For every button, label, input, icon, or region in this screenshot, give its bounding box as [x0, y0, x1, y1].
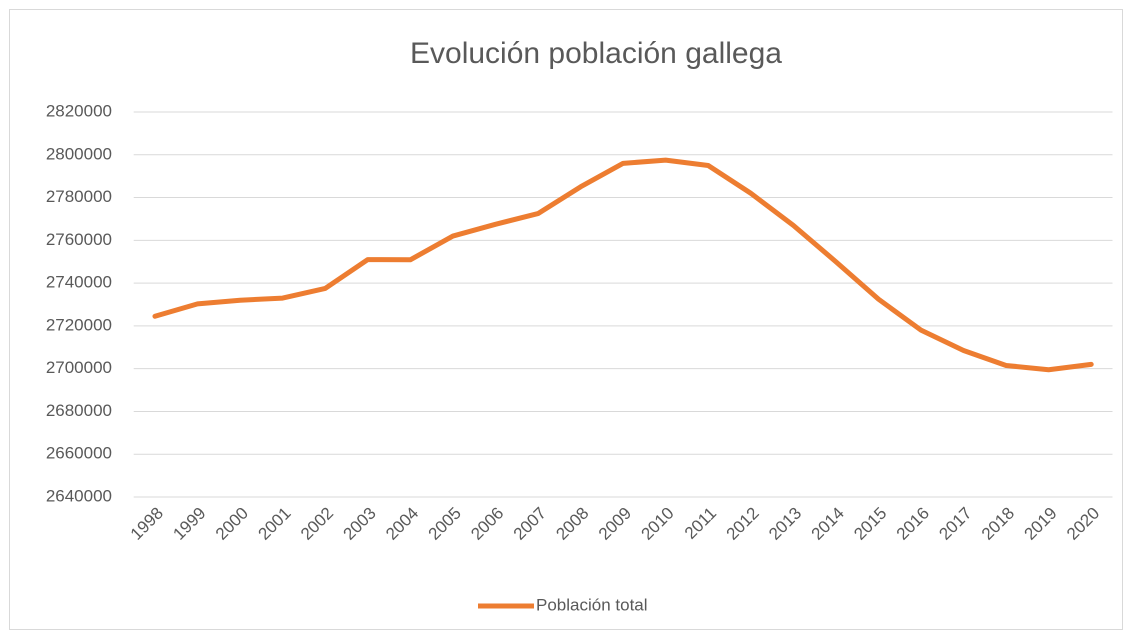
- y-tick-label: 2780000: [46, 187, 112, 206]
- y-tick-label: 2640000: [46, 486, 112, 505]
- chart-title: Evolución población gallega: [410, 37, 782, 70]
- y-tick-label: 2820000: [46, 101, 112, 120]
- y-tick-label: 2700000: [46, 358, 112, 377]
- chart-frame: [9, 9, 1123, 630]
- y-tick-label: 2660000: [46, 444, 112, 463]
- y-tick-label: 2720000: [46, 315, 112, 334]
- legend-label: Población total: [536, 595, 648, 614]
- y-tick-label: 2740000: [46, 273, 112, 292]
- y-tick-label: 2800000: [46, 144, 112, 163]
- y-tick-label: 2760000: [46, 230, 112, 249]
- y-tick-label: 2680000: [46, 401, 112, 420]
- data-line: [152, 157, 1094, 373]
